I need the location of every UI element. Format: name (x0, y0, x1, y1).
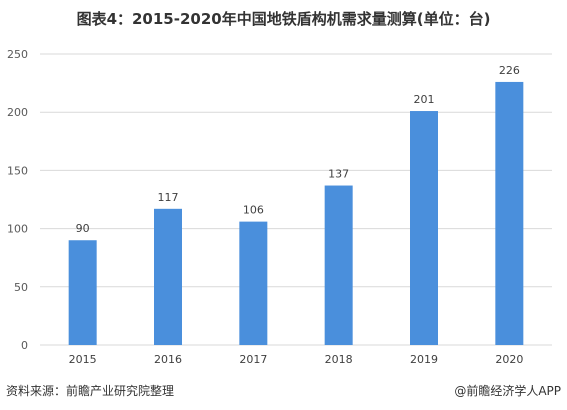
x-tick-label: 2018 (325, 353, 353, 366)
x-tick-label: 2017 (239, 353, 267, 366)
y-tick-label: 250 (7, 48, 28, 61)
data-label: 137 (328, 168, 349, 181)
bar (495, 81, 524, 345)
brand-credit: @前瞻经济学人APP (454, 384, 561, 398)
x-tick-label: 2019 (410, 353, 438, 366)
data-label: 90 (76, 222, 90, 235)
data-label: 226 (499, 64, 520, 77)
data-label: 117 (158, 191, 179, 204)
y-tick-label: 150 (7, 164, 28, 177)
y-tick-label: 0 (21, 339, 28, 352)
source-note: 资料来源：前瞻产业研究院整理 (6, 384, 175, 398)
data-label: 201 (414, 93, 435, 106)
bar (239, 221, 268, 345)
data-label: 106 (243, 204, 264, 217)
bar (68, 240, 97, 345)
chart-title: 图表4：2015-2020年中国地铁盾构机需求量测算(单位：台) (76, 10, 491, 28)
y-tick-label: 50 (14, 281, 28, 294)
x-tick-label: 2015 (69, 353, 97, 366)
y-tick-label: 200 (7, 106, 28, 119)
bar (324, 185, 353, 345)
y-tick-label: 100 (7, 223, 28, 236)
bar (410, 111, 438, 345)
bar (154, 208, 182, 345)
x-tick-label: 2020 (495, 353, 523, 366)
x-tick-label: 2016 (154, 353, 182, 366)
